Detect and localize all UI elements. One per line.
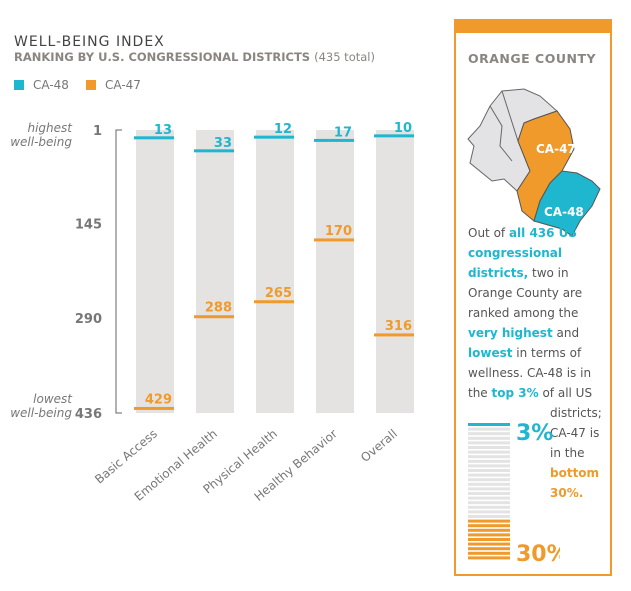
y-label-top: well-being [10, 135, 72, 149]
text: in terms of wellness. CA-48 is in the [468, 346, 592, 400]
rank-marker-CA-48 [254, 135, 294, 139]
rank-marker-CA-48 [374, 134, 414, 138]
bar-background [256, 130, 294, 413]
stripe [468, 482, 510, 486]
text-highlight: very highest [468, 326, 553, 340]
rank-marker-CA-48 [314, 138, 354, 142]
stripe [468, 510, 510, 514]
text: of all US districts; CA-47 is in the [538, 386, 602, 460]
data-label: 13 [154, 123, 172, 138]
panel-title: ORANGE COUNTY [468, 51, 597, 66]
stripe [468, 450, 510, 454]
data-label: 12 [274, 122, 292, 137]
stripe [468, 496, 510, 500]
stripe [468, 542, 510, 546]
legend-ca48: CA-48 [14, 78, 69, 92]
rank-marker-CA-48 [134, 136, 174, 140]
top-pct-label: 3% [516, 421, 553, 446]
panel-text: Out of all 436 US congressional district… [468, 223, 610, 575]
x-tick-label: Overall [358, 427, 400, 465]
stripe [468, 469, 510, 472]
stripe [468, 556, 510, 560]
stripe [468, 446, 510, 449]
stripe [468, 515, 510, 518]
legend-swatch [86, 80, 96, 90]
county-map: CA-47 CA-48 [467, 88, 601, 236]
subtitle-note: (435 total) [314, 50, 375, 64]
text-highlight: lowest [468, 346, 513, 360]
y-tick-label: 145 [75, 218, 102, 233]
stripe [468, 538, 510, 541]
y-label-bottom: well-being [10, 406, 72, 420]
bar-background [136, 130, 174, 413]
percent-stripes: 3% 30% [468, 421, 560, 565]
legend-label: CA-47 [105, 78, 141, 92]
rank-marker-CA-47 [314, 238, 354, 242]
data-label: 33 [214, 136, 232, 151]
stripe [468, 524, 510, 528]
rank-marker-CA-47 [374, 333, 414, 337]
stripe [468, 441, 510, 445]
data-label: 265 [265, 286, 292, 301]
orange-county-panel: ORANGE COUNTY CA-47 CA-48 Out of all 436… [454, 19, 612, 576]
y-tick-label: 1 [93, 124, 102, 139]
rank-marker-CA-48 [194, 149, 234, 153]
text: two in Orange County are ranked among th… [468, 266, 583, 320]
legend-swatch [14, 80, 24, 90]
bar-background [196, 130, 234, 413]
stripe [468, 501, 510, 505]
y-label-bottom: lowest [33, 392, 73, 406]
subtitle-text: RANKING BY U.S. CONGRESSIONAL DISTRICTS [14, 50, 311, 64]
text-highlight: top 3% [491, 386, 539, 400]
stripe [468, 505, 510, 509]
y-tick-label: 290 [75, 312, 102, 327]
stripe [468, 492, 510, 495]
chart: 1145290436highestwell-beinglowestwell-be… [10, 121, 414, 504]
data-label: 17 [334, 125, 352, 140]
data-label: 429 [145, 392, 172, 407]
y-tick-label: 436 [75, 407, 102, 422]
bar-background [316, 130, 354, 413]
stripe [468, 551, 510, 555]
data-label: 288 [205, 301, 232, 316]
stripe [468, 423, 510, 426]
map-label-ca48: CA-48 [544, 205, 584, 219]
data-label: 316 [385, 319, 412, 334]
data-label: 170 [325, 224, 352, 239]
data-label: 10 [394, 121, 412, 136]
stripe [468, 436, 510, 440]
chart-subtitle: RANKING BY U.S. CONGRESSIONAL DISTRICTS … [14, 50, 375, 64]
text: and [552, 326, 580, 340]
rank-marker-CA-47 [194, 315, 234, 319]
map-label-ca47: CA-47 [536, 142, 576, 156]
chart-title: WELL-BEING INDEX [14, 34, 165, 50]
bottom-pct-label: 30% [516, 542, 560, 565]
legend-ca47: CA-47 [86, 78, 141, 92]
stripe [468, 487, 510, 491]
bar-background [376, 130, 414, 413]
stripe [468, 459, 510, 463]
stripe [468, 473, 510, 477]
stripe [468, 533, 510, 537]
text: Out of [468, 226, 509, 240]
stripe [468, 528, 510, 532]
text-highlight: all 436 US congressional districts, [468, 226, 578, 280]
stripe [468, 432, 510, 436]
stripe [468, 455, 510, 459]
y-axis [115, 129, 122, 414]
legend-label: CA-48 [33, 78, 69, 92]
stripe [468, 427, 510, 431]
stripe [468, 464, 510, 468]
stripe [468, 519, 510, 523]
text-highlight: bottom 30%. [550, 466, 600, 500]
y-label-top: highest [27, 121, 73, 135]
rank-marker-CA-47 [134, 406, 174, 410]
rank-marker-CA-47 [254, 300, 294, 304]
stripe [468, 547, 510, 551]
stripe [468, 478, 510, 482]
